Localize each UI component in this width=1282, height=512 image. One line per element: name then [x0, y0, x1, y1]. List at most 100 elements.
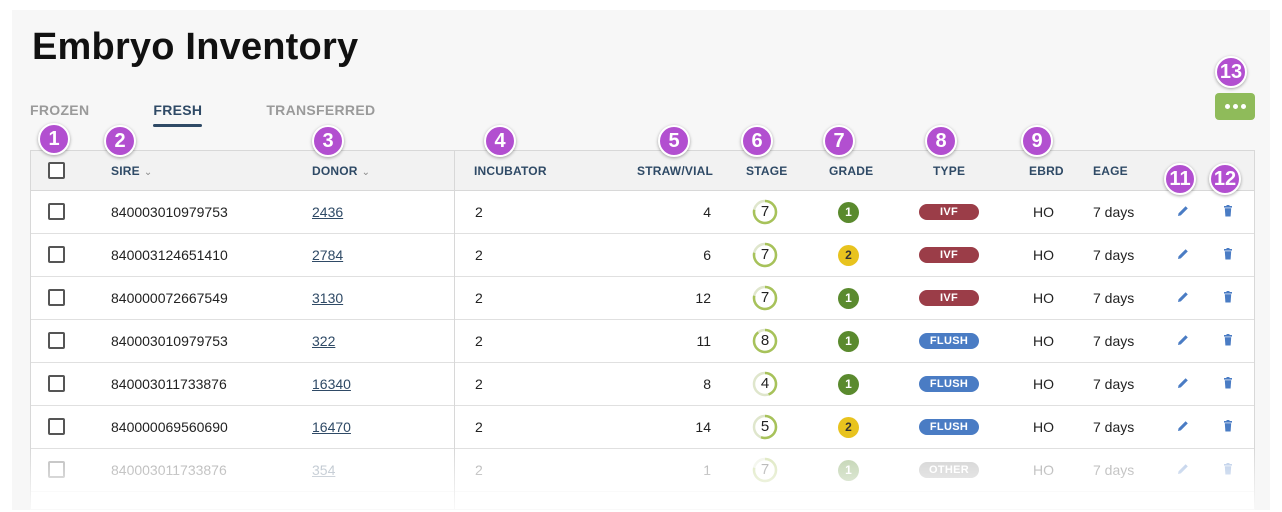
donor-link[interactable]: 16340 [312, 376, 351, 392]
tab-frozen[interactable]: FROZEN [30, 102, 90, 118]
grade-badge: 2 [838, 245, 859, 266]
sire-cell: 840003011733876 [111, 376, 227, 392]
trash-icon[interactable] [1221, 333, 1237, 349]
donor-link[interactable]: 2784 [312, 247, 344, 263]
annotation-badge-11: 11 [1164, 163, 1196, 195]
trash-icon[interactable] [1221, 419, 1237, 435]
ebrd-cell: HO [1033, 290, 1054, 306]
tab-transferred[interactable]: TRANSFERRED [266, 102, 376, 118]
stage-indicator: 8 [752, 328, 778, 354]
annotation-badge-3: 3 [312, 125, 344, 157]
stage-value: 7 [760, 289, 770, 306]
trash-icon[interactable] [1221, 290, 1237, 306]
table-row: 840003011733876 16340 2 8 4 1 FLUSH HO 7 days [31, 363, 1254, 406]
stage-ring [752, 199, 778, 225]
row-checkbox[interactable] [48, 332, 65, 349]
trash-icon[interactable] [1221, 462, 1237, 478]
trash-icon[interactable] [1221, 247, 1237, 263]
type-badge: FLUSH [919, 376, 979, 392]
tab-bar: FROZEN FRESH TRANSFERRED [30, 102, 439, 127]
sire-cell: 840000072667549 [111, 290, 228, 306]
column-header-straw-vial: STRAW/VIAL [637, 164, 713, 178]
donor-link[interactable]: 2436 [312, 204, 344, 220]
stage-ring [752, 242, 778, 268]
straw-vial-cell: 4 [703, 204, 711, 220]
donor-link[interactable]: 354 [312, 462, 336, 478]
eage-cell: 7 days [1093, 376, 1135, 392]
row-checkbox[interactable] [48, 461, 65, 478]
more-options-button[interactable] [1215, 93, 1255, 120]
column-header-donor[interactable]: DONOR ⌄ [312, 164, 370, 178]
column-header-ebrd: EBRD [1029, 164, 1064, 178]
pencil-icon[interactable] [1176, 419, 1192, 435]
eage-cell: 7 days [1093, 247, 1135, 263]
table-row: 840000069560690 16470 2 14 5 2 FLUSH HO 7 days [31, 406, 1254, 449]
grade-badge: 1 [838, 202, 859, 223]
pencil-icon[interactable] [1176, 376, 1192, 392]
row-checkbox[interactable] [48, 246, 65, 263]
type-badge: IVF [919, 290, 979, 306]
trash-icon[interactable] [1221, 376, 1237, 392]
stage-ring [752, 414, 778, 440]
donor-link[interactable]: 16470 [312, 419, 351, 435]
stage-value: 5 [760, 418, 770, 435]
select-all-checkbox[interactable] [48, 162, 65, 179]
more-horizontal-icon [1224, 104, 1230, 109]
eage-cell: 7 days [1093, 204, 1135, 220]
straw-vial-cell: 8 [703, 376, 711, 392]
chevron-down-icon: ⌄ [361, 167, 371, 178]
pencil-icon[interactable] [1176, 204, 1192, 220]
tab-fresh[interactable]: FRESH [153, 102, 203, 127]
straw-vial-cell: 6 [703, 247, 711, 263]
annotation-badge-5: 5 [658, 125, 690, 157]
donor-link[interactable]: 322 [312, 333, 336, 349]
straw-vial-cell: 12 [695, 290, 711, 306]
ebrd-cell: HO [1033, 419, 1054, 435]
straw-vial-cell: 1 [703, 462, 711, 478]
stage-ring [752, 371, 778, 397]
annotation-badge-13: 13 [1215, 56, 1247, 88]
stage-indicator: 5 [752, 414, 778, 440]
grade-badge: 1 [838, 460, 859, 481]
more-horizontal-icon-dot [1232, 104, 1238, 109]
annotation-badge-8: 8 [925, 125, 957, 157]
sire-cell: 840003010979753 [111, 333, 228, 349]
row-checkbox[interactable] [48, 289, 65, 306]
row-checkbox[interactable] [48, 418, 65, 435]
ebrd-cell: HO [1033, 247, 1054, 263]
annotation-badge-2: 2 [104, 125, 136, 157]
column-header-donor-label: DONOR [312, 164, 358, 178]
pencil-icon[interactable] [1176, 290, 1192, 306]
pencil-icon[interactable] [1176, 462, 1192, 478]
column-header-sire[interactable]: SIRE ⌄ [111, 164, 152, 178]
ebrd-cell: HO [1033, 204, 1054, 220]
grade-badge: 1 [838, 331, 859, 352]
stage-value: 8 [760, 332, 770, 349]
incubator-cell: 2 [475, 376, 483, 392]
stage-value: 7 [760, 461, 770, 478]
column-header-stage: STAGE [746, 164, 788, 178]
stage-value: 7 [760, 203, 770, 220]
type-badge: OTHER [919, 462, 979, 478]
type-badge: FLUSH [919, 419, 979, 435]
incubator-cell: 2 [475, 290, 483, 306]
row-checkbox[interactable] [48, 203, 65, 220]
trash-icon[interactable] [1221, 204, 1237, 220]
column-header-type: TYPE [933, 164, 966, 178]
annotation-badge-4: 4 [484, 125, 516, 157]
chevron-down-icon: ⌄ [143, 167, 153, 178]
pencil-icon[interactable] [1176, 247, 1192, 263]
sire-cell: 840003124651410 [111, 247, 228, 263]
table-row: 840003011733876 354 2 1 7 1 OTHER HO 7 days [31, 449, 1254, 492]
column-header-eage: EAGE [1093, 164, 1128, 178]
column-header-sire-label: SIRE [111, 164, 140, 178]
table-row: 840003124651410 2784 2 6 7 2 IVF HO 7 days [31, 234, 1254, 277]
straw-vial-cell: 14 [695, 419, 711, 435]
pencil-icon[interactable] [1176, 333, 1192, 349]
donor-link[interactable]: 3130 [312, 290, 344, 306]
annotation-badge-7: 7 [823, 125, 855, 157]
table-row: 840000072667549 3130 2 12 7 1 IVF HO 7 days [31, 277, 1254, 320]
annotation-badge-9: 9 [1021, 125, 1053, 157]
eage-cell: 7 days [1093, 290, 1135, 306]
row-checkbox[interactable] [48, 375, 65, 392]
